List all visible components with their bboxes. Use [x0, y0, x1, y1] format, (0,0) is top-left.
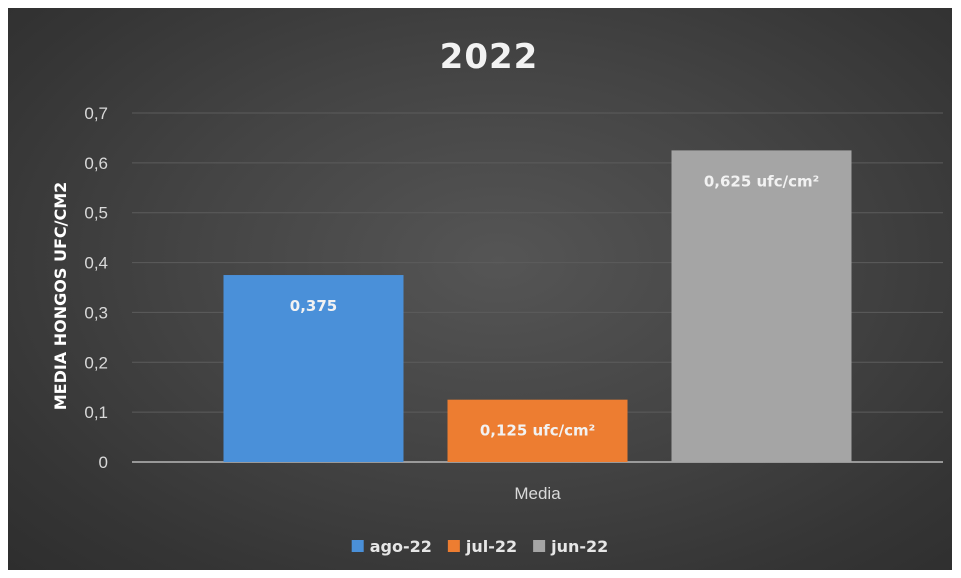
y-tick-label: 0,1 — [84, 403, 108, 422]
data-label: 0,375 — [290, 297, 337, 315]
bar-ago-22 — [223, 275, 404, 462]
legend: ago-22 jul-22 jun-22 — [351, 537, 608, 556]
y-tick-label: 0,6 — [84, 154, 108, 173]
bar-jul-22 — [447, 399, 628, 462]
bars — [223, 150, 852, 462]
data-label: 0,125 ufc/cm² — [480, 422, 595, 440]
y-tick-labels: 0 0,1 0,2 0,3 0,4 0,5 0,6 0,7 — [84, 104, 108, 472]
x-category-labels: Media — [514, 484, 561, 503]
bar-chart: 2022 0 0,1 0,2 0,3 0,4 0,5 0,6 0,7 MEDIA HONGOS… — [51, 37, 943, 556]
legend-item: jul-22 — [447, 537, 517, 556]
y-tick-label: 0,3 — [84, 303, 108, 322]
legend-item: jun-22 — [533, 537, 608, 556]
bar-jun-22 — [671, 150, 852, 462]
legend-item: ago-22 — [351, 537, 432, 556]
legend-label: jun-22 — [550, 537, 608, 556]
data-label: 0,625 ufc/cm² — [704, 172, 819, 190]
y-tick-label: 0,7 — [84, 104, 108, 123]
legend-label: jul-22 — [465, 537, 517, 556]
chart-title: 2022 — [440, 37, 539, 77]
legend-swatch — [533, 540, 546, 552]
y-tick-label: 0 — [99, 453, 108, 472]
chart-area: 2022 0 0,1 0,2 0,3 0,4 0,5 0,6 0,7 MEDIA HONGOS… — [8, 8, 952, 570]
x-category-label: Media — [514, 484, 561, 503]
data-labels: 0,375 0,125 ufc/cm² 0,625 ufc/cm² — [290, 172, 819, 439]
legend-swatch — [351, 540, 364, 552]
legend-label: ago-22 — [370, 537, 432, 556]
y-axis-label: MEDIA HONGOS UFC/CM2 — [51, 182, 70, 411]
legend-swatch — [447, 540, 460, 552]
y-tick-label: 0,2 — [84, 353, 108, 372]
y-tick-label: 0,5 — [84, 204, 108, 223]
y-tick-label: 0,4 — [84, 254, 108, 273]
